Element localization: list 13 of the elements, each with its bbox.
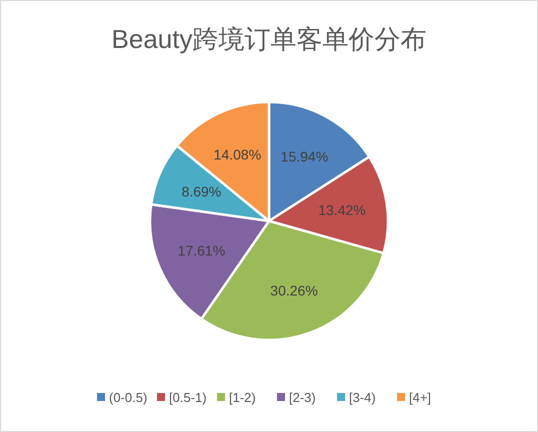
legend-label: [2-3) <box>289 390 316 405</box>
data-label: 17.61% <box>178 242 226 259</box>
data-label: 15.94% <box>280 148 328 164</box>
data-label: 8.69% <box>182 183 222 200</box>
data-label: 30.26% <box>270 282 318 298</box>
data-label: 14.08% <box>214 146 262 162</box>
legend-label: [3-4) <box>349 390 376 405</box>
chart-title: Beauty跨境订单客单价分布 <box>112 24 426 54</box>
legend-label: [1-2) <box>229 390 256 405</box>
legend-label: (0-0.5) <box>109 390 148 405</box>
legend-label: [0.5-1) <box>169 390 207 405</box>
legend-label: [4+] <box>409 390 432 405</box>
data-label: 13.42% <box>318 202 366 218</box>
